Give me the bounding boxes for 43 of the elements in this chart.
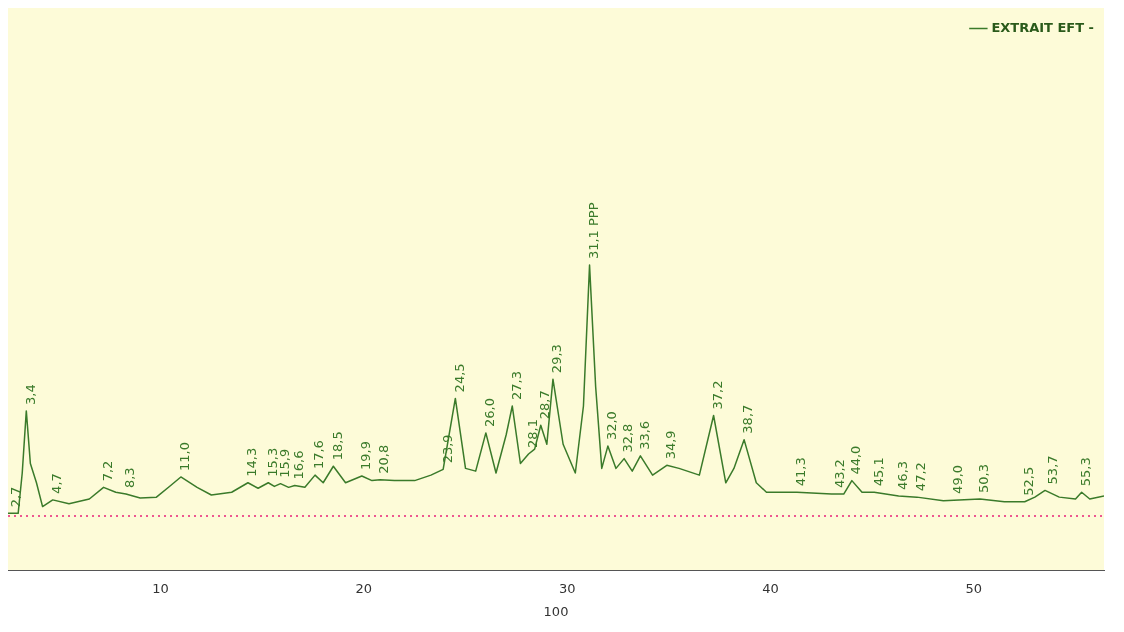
annotation: 37,2 <box>709 380 725 410</box>
annotation: 20,8 <box>376 444 392 474</box>
annotation: 43,2 <box>831 459 847 489</box>
annotation: 3,4 <box>22 384 38 405</box>
annotation: 4,7 <box>49 473 65 494</box>
annotation: 41,3 <box>793 457 809 487</box>
annotation: 32,0 <box>604 411 620 441</box>
annotation: 28,7 <box>537 390 553 420</box>
annotation: 27,3 <box>508 371 524 401</box>
annotation: 16,6 <box>291 450 307 480</box>
x-tick-label: 40 <box>762 580 779 596</box>
annotation: 19,9 <box>358 441 374 471</box>
x-tick-label: 30 <box>558 580 576 596</box>
annotation: 32,8 <box>620 423 636 453</box>
annotation: 17,6 <box>311 440 327 470</box>
annotation: 46,3 <box>895 460 910 490</box>
x-axis-title: 100 <box>543 603 569 619</box>
x-tick-label: 20 <box>355 580 373 596</box>
legend-label: EXTRAIT EFT - <box>991 19 1094 35</box>
annotation: 33,6 <box>636 420 652 450</box>
x-tick-label: 10 <box>152 580 169 596</box>
annotation: 53,7 <box>1045 455 1061 485</box>
annotation: 50,3 <box>976 464 992 493</box>
annotation: 29,3 <box>549 344 565 374</box>
annotation: 31,1 PPP <box>585 202 601 260</box>
annotation: 45,1 <box>870 457 886 487</box>
annotation: 26,0 <box>482 397 498 427</box>
annotation: 28,1 <box>524 419 540 449</box>
annotation: 8,3 <box>122 467 138 489</box>
annotation: 38,7 <box>740 404 756 434</box>
annotation: 11,0 <box>177 442 193 471</box>
annotation: 18,5 <box>329 431 345 461</box>
annotation: 44,0 <box>848 445 864 475</box>
annotation: 14,3 <box>244 447 260 477</box>
annotation: 47,2 <box>913 462 929 492</box>
annotation: 49,0 <box>949 464 965 494</box>
x-tick-label: 50 <box>965 580 983 596</box>
annotation: 34,9 <box>663 430 679 460</box>
annotation: 15,3 <box>264 447 280 477</box>
annotation: 52,5 <box>1021 466 1037 496</box>
annotation: 55,3 <box>1078 457 1094 487</box>
annotation: 7,2 <box>99 460 115 482</box>
annotation: 24,5 <box>451 363 467 393</box>
